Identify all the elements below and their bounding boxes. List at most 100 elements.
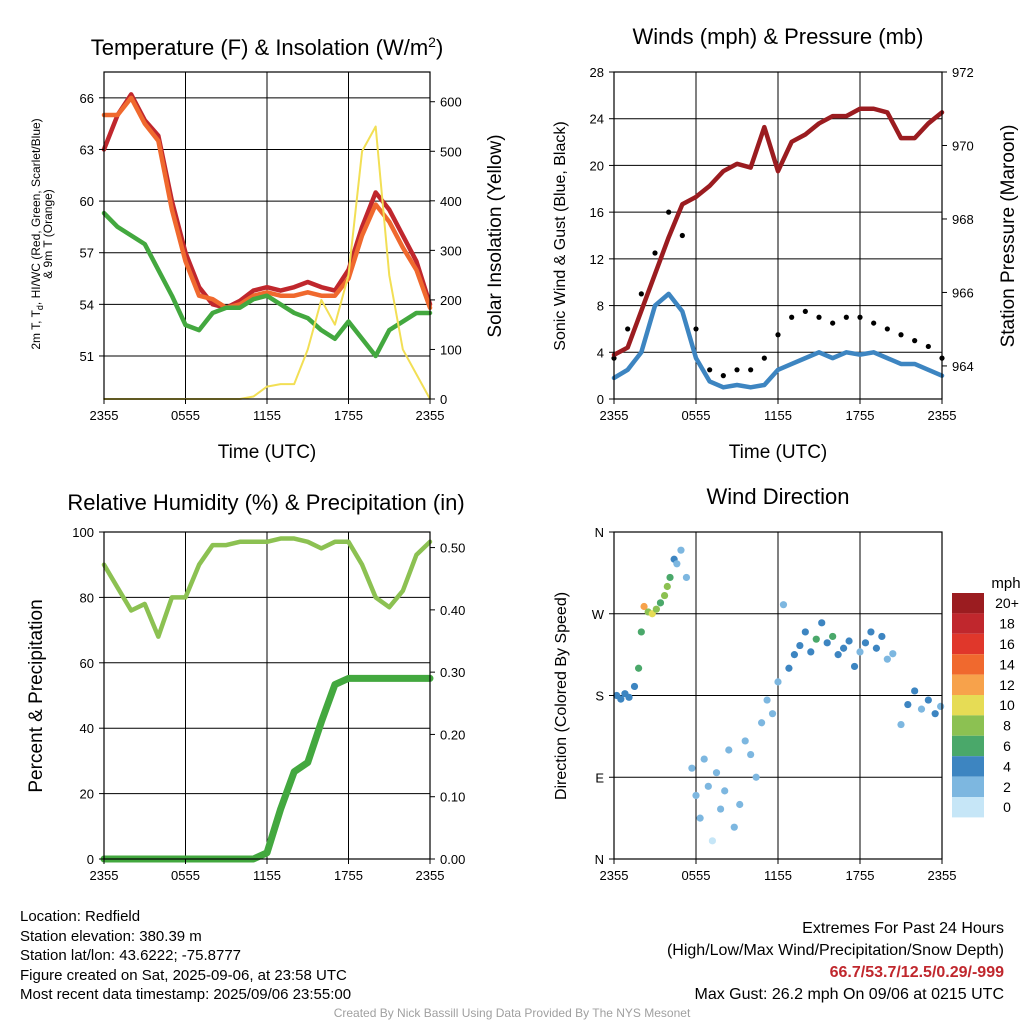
elevation-text: Station elevation: 380.39 m xyxy=(20,927,202,945)
temperature-y-tick-label: 54 xyxy=(80,297,94,312)
humidity-x-tick-label: 2355 xyxy=(416,868,445,883)
humidity-x-tick-label: 1155 xyxy=(253,868,281,883)
wind-direction-point xyxy=(712,769,721,777)
max-gust-text: Max Gust: 26.2 mph On 09/06 at 0215 UTC xyxy=(694,986,1005,1003)
temperature-x-axis-label: Time (UTC) xyxy=(218,442,317,463)
humidity-y-tick-label: 40 xyxy=(80,721,94,736)
colorbar-label: 10 xyxy=(999,697,1015,713)
temperature-y-tick-label: 57 xyxy=(80,246,94,261)
winds-chart-title: Winds (mph) & Pressure (mb) xyxy=(633,24,924,49)
colorbar-swatch xyxy=(952,613,984,634)
winds-gust-point xyxy=(802,308,808,315)
wind-direction-point xyxy=(696,814,704,822)
wind-direction-point xyxy=(931,710,939,718)
winds-x-axis-label: Time (UTC) xyxy=(729,442,828,463)
wind-direction-point xyxy=(889,650,897,658)
temperature-y-axis-label: 2m T, Td, HI/WC (Red, Green, Scarlet/Blu… xyxy=(29,118,55,349)
humidity-x-tick-label: 2355 xyxy=(90,868,119,883)
wind-direction-point xyxy=(917,705,926,713)
winds-gust-point xyxy=(638,291,644,297)
wind-direction-point xyxy=(790,651,799,659)
humidity-y2-tick-label: 0.00 xyxy=(440,852,465,867)
temperature-series-line-0 xyxy=(101,92,433,311)
wind-direction-point xyxy=(652,605,660,613)
winds-x-tick-label: 1155 xyxy=(764,408,792,423)
temperature-y2-tick-label: 200 xyxy=(440,293,462,308)
wind-direction-point xyxy=(730,823,738,831)
temperature-x-tick-label: 0555 xyxy=(171,408,200,423)
temperature-y2-tick-label: 0 xyxy=(440,392,447,407)
winds-gust-point xyxy=(720,373,726,379)
winds-y-tick-label: 28 xyxy=(590,65,604,80)
winds-y-tick-label: 16 xyxy=(590,205,604,220)
temperature-series-line-2 xyxy=(101,210,433,359)
wind-direction-point xyxy=(741,737,749,745)
colorbar-label: 4 xyxy=(1003,758,1011,774)
wind-direction-point xyxy=(911,687,919,695)
temperature-y-tick-label: 60 xyxy=(80,194,94,209)
winds-gust-point xyxy=(843,314,849,320)
extremes-values: 66.7/53.7/12.5/0.29/-999 xyxy=(829,964,1004,981)
extremes-subtitle: (High/Low/Max Wind/Precipitation/Snow De… xyxy=(666,942,1004,959)
colorbar-swatch xyxy=(952,797,984,818)
station-info: Location: Redfield Station elevation: 38… xyxy=(20,907,351,1005)
wind-direction-point xyxy=(617,695,625,703)
colorbar-label: 2 xyxy=(1003,779,1011,795)
speed-colorbar: 20+ 18 16 14 12 10 8 6 4 2 0 xyxy=(952,593,1019,818)
wind-direction-point xyxy=(677,546,685,554)
winds-gust-point xyxy=(912,338,918,344)
colorbar-swatch xyxy=(952,654,984,675)
humidity-y2-tick-label: 0.10 xyxy=(440,790,465,805)
winds-gust-point xyxy=(679,232,685,239)
colorbar-swatch xyxy=(952,674,984,695)
winds-series-line-0 xyxy=(611,291,945,390)
winds-gust-point xyxy=(748,367,754,373)
wind-direction-point xyxy=(779,601,788,609)
winds-x-tick-label: 2355 xyxy=(600,408,629,423)
temperature-y2-tick-label: 300 xyxy=(440,243,462,258)
winds-gust-point xyxy=(625,326,631,332)
temperature-x-tick-label: 2355 xyxy=(416,408,445,423)
wind-direction-point xyxy=(660,591,669,600)
wind-direction-x-tick-label: 2355 xyxy=(600,868,629,883)
svg-text:2m T, Td, HI/WC (Red, Green, S: 2m T, Td, HI/WC (Red, Green, Scarlet/Blu… xyxy=(29,118,45,349)
winds-gust-point xyxy=(884,326,890,332)
temperature-y-tick-label: 66 xyxy=(80,91,94,106)
wind-direction-point xyxy=(656,599,665,607)
humidity-x-tick-label: 0555 xyxy=(171,868,200,883)
humidity-series-line-0 xyxy=(101,536,433,639)
temperature-x-tick-label: 1755 xyxy=(334,408,363,423)
wind-direction-x-tick-label: 1755 xyxy=(846,868,875,883)
winds-y2-tick-label: 970 xyxy=(952,138,974,153)
wind-direction-point xyxy=(708,837,717,845)
colorbar-label: 0 xyxy=(1003,799,1011,815)
wind-direction-point xyxy=(630,682,639,691)
temperature-x-tick-label: 1155 xyxy=(253,408,281,423)
humidity-y2-tick-label: 0.30 xyxy=(440,665,465,680)
wind-direction-point xyxy=(867,628,875,636)
winds-gust-point xyxy=(761,355,767,361)
colorbar-swatch xyxy=(952,735,984,757)
wind-direction-panel: Wind Direction Direction (Colored By Spe… xyxy=(553,484,1021,883)
recent-text: Most recent data timestamp: 2025/09/06 2… xyxy=(20,986,352,1003)
colorbar-swatch xyxy=(952,756,984,777)
winds-gust-point xyxy=(830,320,836,326)
winds-gust-point xyxy=(734,367,740,373)
wind-direction-point xyxy=(625,693,633,701)
winds-y2-tick-label: 968 xyxy=(952,212,974,227)
wind-direction-point xyxy=(763,696,771,704)
humidity-y-tick-label: 20 xyxy=(80,787,94,802)
wind-direction-x-tick-label: 0555 xyxy=(682,868,711,883)
colorbar-label: 14 xyxy=(999,656,1015,672)
winds-gust-point xyxy=(666,209,672,215)
winds-gust-point xyxy=(707,367,713,373)
wind-direction-point xyxy=(924,696,932,704)
winds-gust-point xyxy=(816,314,822,320)
winds-panel: Winds (mph) & Pressure (mb) Time (UTC) S… xyxy=(552,24,1019,463)
humidity-y2-tick-label: 0.20 xyxy=(440,727,465,742)
winds-y2-tick-label: 972 xyxy=(952,65,974,80)
wind-direction-point xyxy=(807,648,815,656)
wind-direction-point xyxy=(666,573,674,582)
wind-direction-point xyxy=(856,648,864,656)
wind-direction-point xyxy=(663,582,671,591)
